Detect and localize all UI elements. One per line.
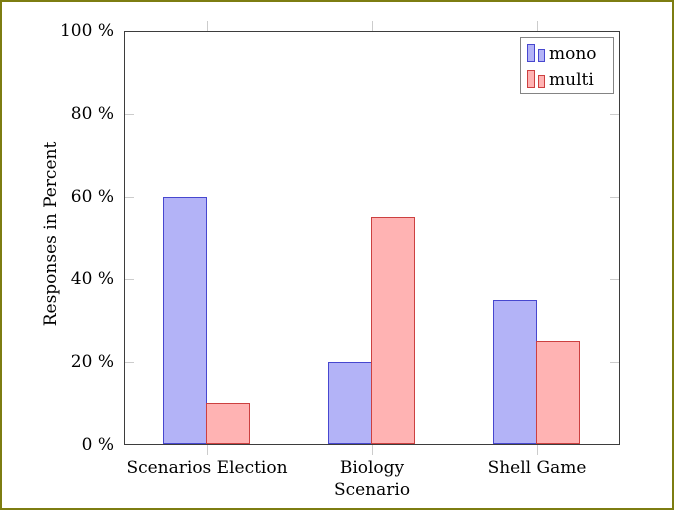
y-tick-label: 40 %	[70, 269, 114, 289]
y-tick-mark	[610, 362, 619, 363]
legend-item: mono	[527, 40, 613, 66]
x-tick-mark	[207, 21, 208, 31]
x-axis-title: Scenario	[333, 480, 411, 500]
x-tick-mark	[207, 445, 208, 455]
legend-bar-icon	[538, 49, 545, 62]
y-tick-label: 0 %	[81, 435, 114, 455]
y-tick-label: 100 %	[59, 21, 114, 41]
bar-mono-biology	[328, 362, 372, 444]
y-tick-mark	[610, 279, 619, 280]
y-tick-mark	[125, 114, 134, 115]
y-tick-label: 20 %	[70, 352, 114, 372]
x-tick-label: Shell Game	[487, 458, 587, 478]
y-tick-mark	[610, 197, 619, 198]
y-tick-mark	[125, 197, 134, 198]
y-tick-mark	[125, 279, 134, 280]
legend-item: multi	[527, 66, 613, 92]
legend-label: multi	[549, 70, 594, 90]
legend-swatch-icon	[527, 70, 545, 88]
y-tick-mark	[125, 362, 134, 363]
x-tick-label: Scenarios Election	[126, 458, 288, 478]
legend-bar-icon	[527, 44, 535, 62]
y-tick-mark	[610, 114, 619, 115]
x-tick-mark	[537, 445, 538, 455]
x-tick-mark	[537, 21, 538, 31]
bar-multi-shell-game	[536, 341, 580, 444]
legend-bar-icon	[538, 75, 545, 88]
bar-mono-shell-game	[493, 300, 537, 444]
bar-multi-scenarios-election	[206, 403, 250, 444]
legend: mono multi	[520, 37, 614, 94]
x-tick-mark	[372, 445, 373, 455]
bar-mono-scenarios-election	[163, 197, 207, 444]
y-tick-label: 80 %	[70, 104, 114, 124]
x-tick-mark	[372, 21, 373, 31]
plot-area	[124, 31, 620, 445]
legend-bar-icon	[527, 70, 535, 88]
legend-label: mono	[549, 44, 597, 64]
legend-swatch-icon	[527, 44, 545, 62]
x-tick-label: Biology	[339, 458, 405, 478]
y-tick-label: 60 %	[70, 187, 114, 207]
bar-multi-biology	[371, 217, 415, 444]
y-axis-title: Responses in Percent	[41, 141, 61, 327]
